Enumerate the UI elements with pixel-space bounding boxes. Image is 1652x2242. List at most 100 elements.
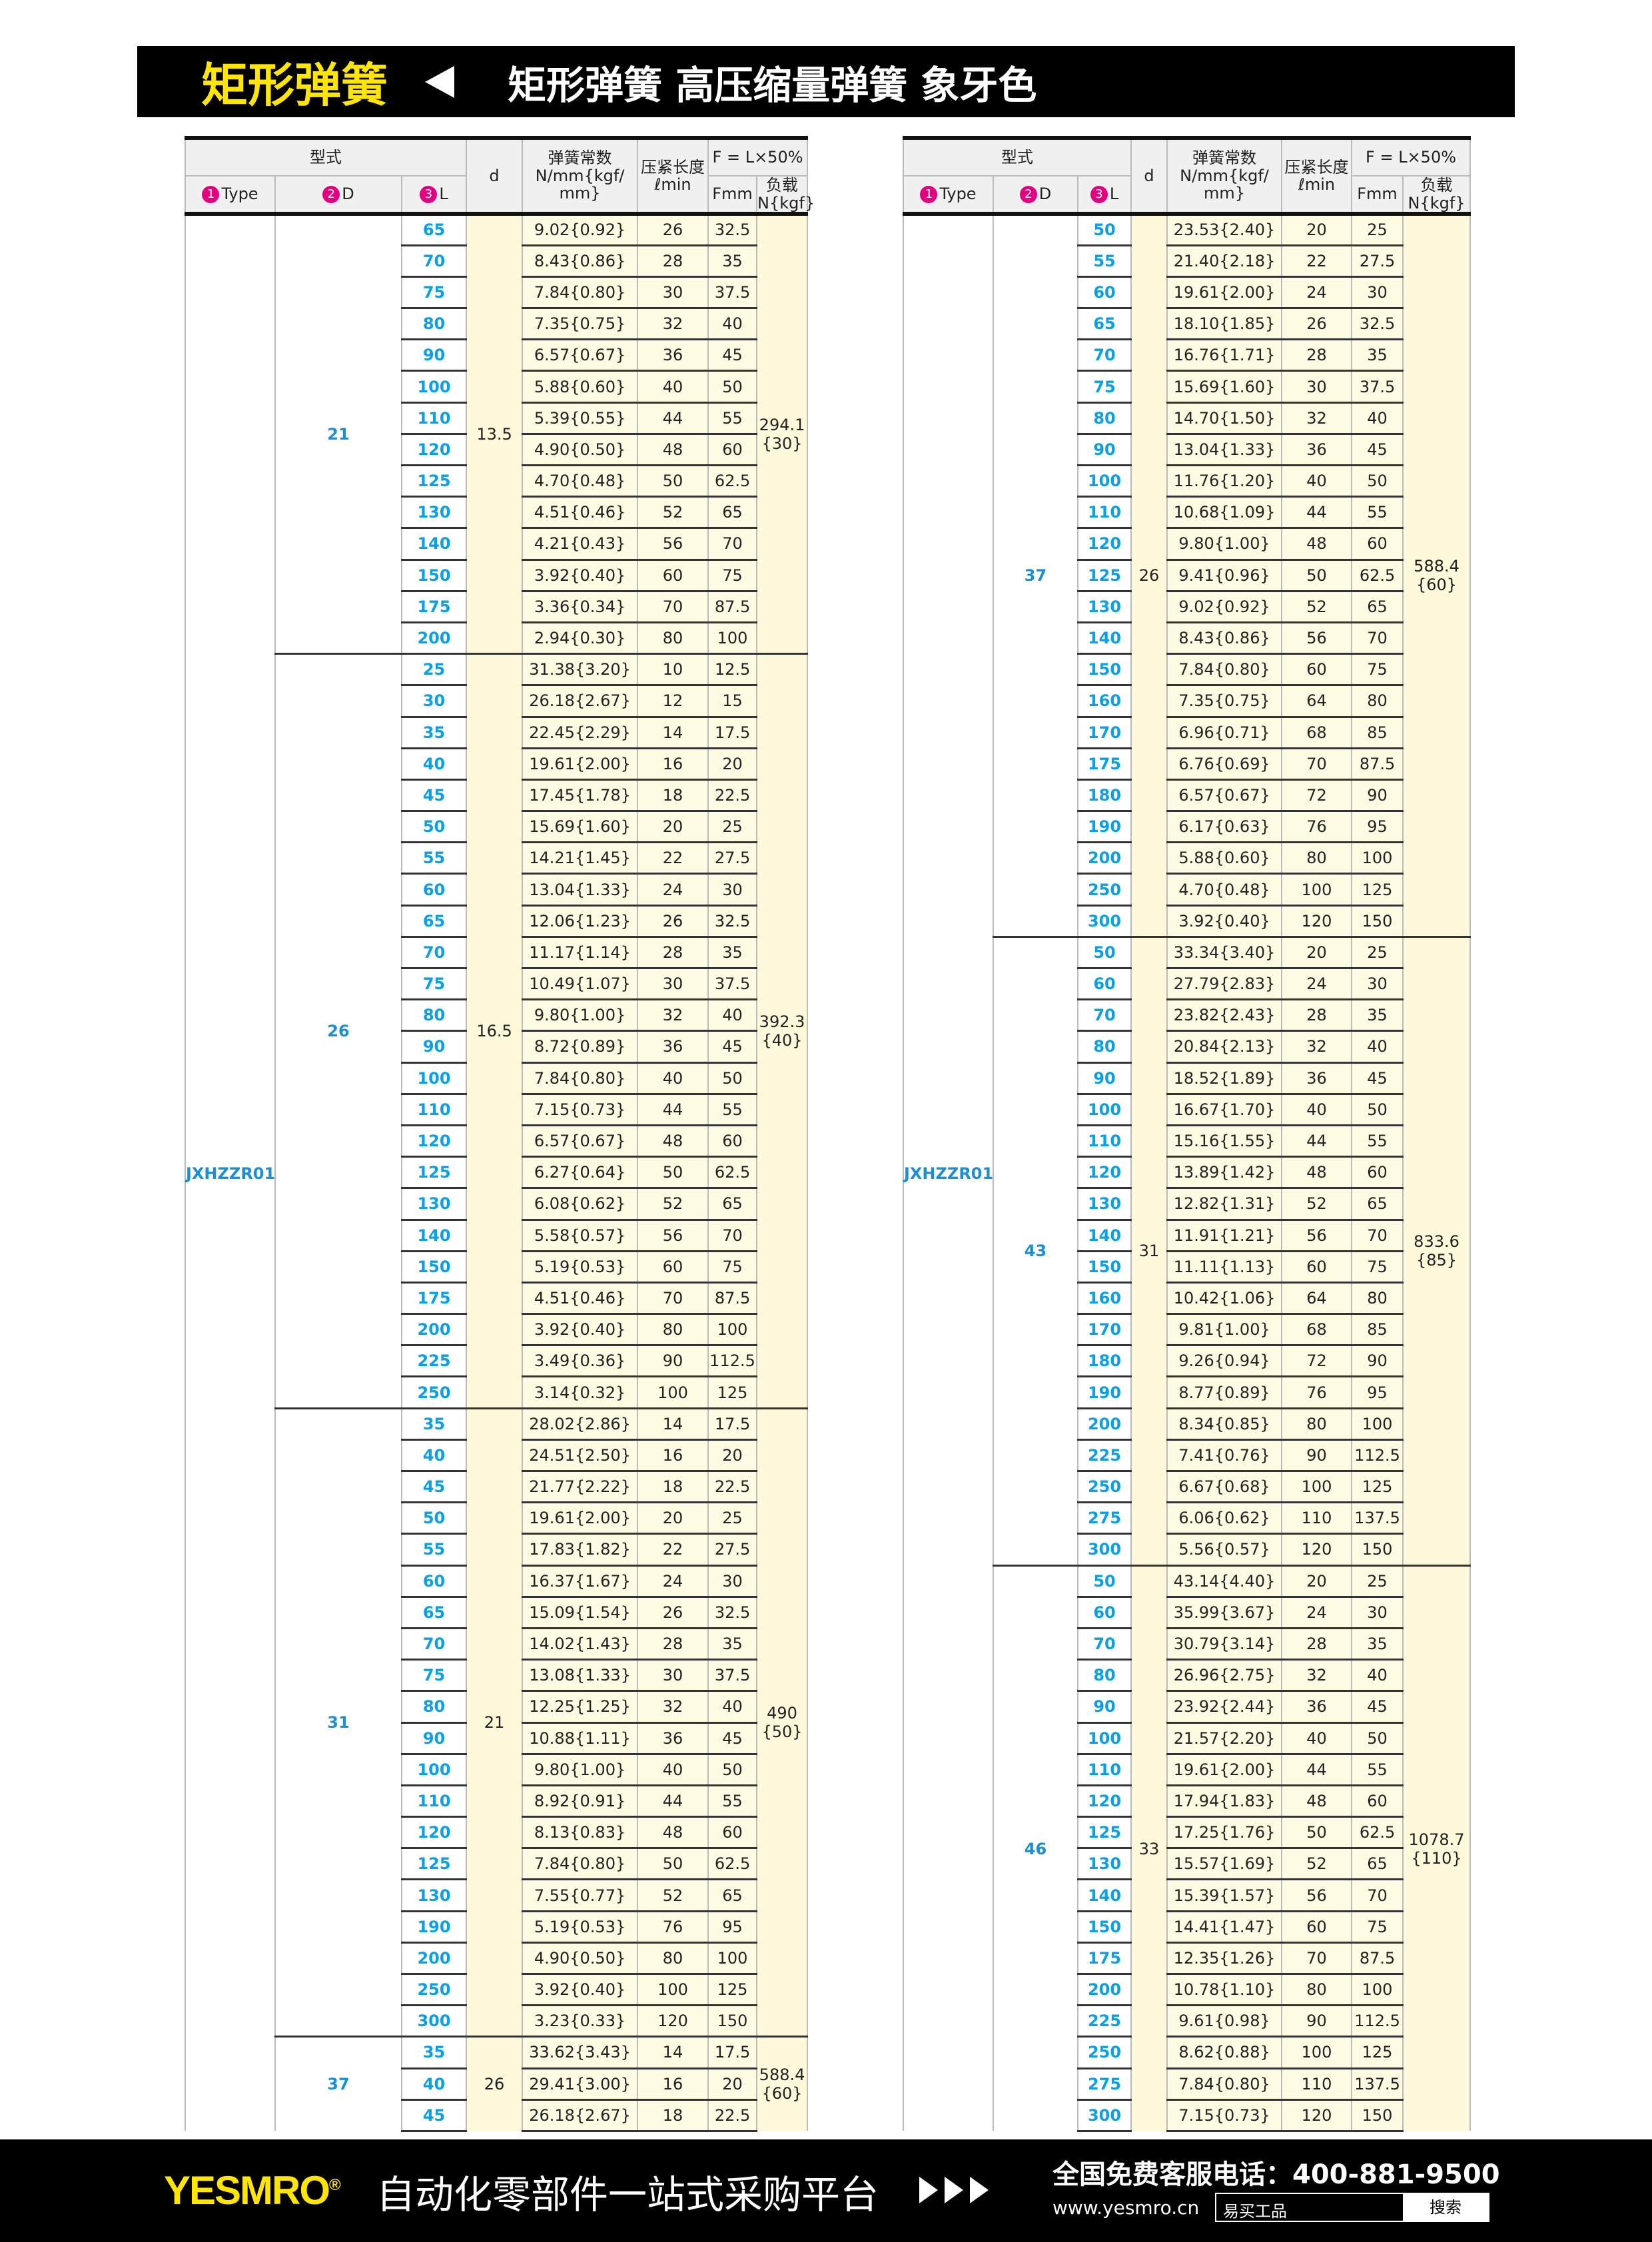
length-cell[interactable]: 125: [400, 1156, 468, 1190]
length-cell[interactable]: 120: [1076, 528, 1132, 561]
length-cell[interactable]: 110: [1076, 496, 1132, 530]
length-cell[interactable]: 80: [400, 999, 468, 1032]
length-cell[interactable]: 250: [1076, 873, 1132, 907]
length-cell[interactable]: 45: [400, 779, 468, 813]
length-cell[interactable]: 190: [1076, 811, 1132, 844]
length-cell[interactable]: 250: [400, 1376, 468, 1409]
length-cell[interactable]: 50: [1076, 936, 1132, 970]
length-cell[interactable]: 180: [1076, 1345, 1132, 1378]
length-cell[interactable]: 70: [400, 245, 468, 278]
length-cell[interactable]: 225: [1076, 2005, 1132, 2038]
length-cell[interactable]: 130: [1076, 1188, 1132, 1221]
length-cell[interactable]: 50: [400, 811, 468, 844]
length-cell[interactable]: 40: [400, 748, 468, 781]
length-cell[interactable]: 110: [400, 1785, 468, 1818]
length-cell[interactable]: 30: [400, 685, 468, 718]
length-cell[interactable]: 225: [400, 1345, 468, 1378]
length-cell[interactable]: 170: [1076, 717, 1132, 749]
length-cell[interactable]: 110: [400, 1094, 468, 1126]
length-cell[interactable]: 150: [1076, 1911, 1132, 1944]
length-cell[interactable]: 50: [1076, 1565, 1132, 1598]
length-cell[interactable]: 130: [1076, 1848, 1132, 1881]
length-cell[interactable]: 120: [400, 434, 468, 467]
length-cell[interactable]: 275: [1076, 1502, 1132, 1535]
length-cell[interactable]: 70: [400, 1628, 468, 1661]
length-cell[interactable]: 90: [400, 1030, 468, 1064]
length-cell[interactable]: 90: [1076, 434, 1132, 467]
length-cell[interactable]: 170: [1076, 1313, 1132, 1347]
length-cell[interactable]: 110: [1076, 1125, 1132, 1158]
length-cell[interactable]: 25: [400, 653, 468, 687]
length-cell[interactable]: 120: [1076, 1156, 1132, 1190]
length-cell[interactable]: 110: [1076, 1754, 1132, 1786]
length-cell[interactable]: 50: [400, 1502, 468, 1535]
length-cell[interactable]: 90: [1076, 1062, 1132, 1095]
length-cell[interactable]: 175: [400, 1282, 468, 1315]
length-cell[interactable]: 120: [400, 1125, 468, 1158]
length-cell[interactable]: 140: [1076, 1220, 1132, 1252]
length-cell[interactable]: 300: [400, 2005, 468, 2038]
length-cell[interactable]: 55: [400, 1533, 468, 1567]
length-cell[interactable]: 200: [1076, 1408, 1132, 1441]
length-cell[interactable]: 60: [1076, 968, 1132, 1001]
length-cell[interactable]: 130: [400, 1188, 468, 1221]
length-cell[interactable]: 80: [1076, 402, 1132, 435]
length-cell[interactable]: 100: [400, 1062, 468, 1095]
length-cell[interactable]: 175: [1076, 1942, 1132, 1976]
length-cell[interactable]: 200: [400, 1942, 468, 1976]
length-cell[interactable]: 75: [400, 276, 468, 310]
length-cell[interactable]: 120: [400, 1816, 468, 1850]
length-cell[interactable]: 90: [400, 339, 468, 372]
length-cell[interactable]: 100: [1076, 465, 1132, 498]
length-cell[interactable]: 190: [1076, 1376, 1132, 1409]
length-cell[interactable]: 150: [400, 1251, 468, 1284]
length-cell[interactable]: 120: [1076, 1785, 1132, 1818]
length-cell[interactable]: 65: [1076, 308, 1132, 341]
search-button[interactable]: 搜索: [1403, 2194, 1488, 2221]
length-cell[interactable]: 75: [400, 968, 468, 1001]
length-cell[interactable]: 35: [400, 1408, 468, 1441]
length-cell[interactable]: 65: [400, 1597, 468, 1629]
length-cell[interactable]: 70: [1076, 999, 1132, 1032]
length-cell[interactable]: 110: [400, 402, 468, 435]
length-cell[interactable]: 160: [1076, 685, 1132, 718]
length-cell[interactable]: 100: [400, 370, 468, 404]
length-cell[interactable]: 160: [1076, 1282, 1132, 1315]
length-cell[interactable]: 65: [400, 214, 468, 246]
length-cell[interactable]: 140: [400, 528, 468, 561]
length-cell[interactable]: 75: [1076, 370, 1132, 404]
length-cell[interactable]: 40: [400, 2068, 468, 2101]
length-cell[interactable]: 200: [400, 622, 468, 655]
length-cell[interactable]: 70: [1076, 339, 1132, 372]
length-cell[interactable]: 200: [1076, 1974, 1132, 2007]
length-cell[interactable]: 80: [1076, 1030, 1132, 1064]
length-cell[interactable]: 140: [400, 1220, 468, 1252]
length-cell[interactable]: 80: [400, 1690, 468, 1724]
length-cell[interactable]: 140: [1076, 622, 1132, 655]
length-cell[interactable]: 125: [1076, 1816, 1132, 1850]
length-cell[interactable]: 130: [400, 1879, 468, 1912]
yesmro-logo[interactable]: YESMRO®: [164, 2168, 341, 2213]
length-cell[interactable]: 70: [1076, 1628, 1132, 1661]
length-cell[interactable]: 150: [400, 560, 468, 592]
length-cell[interactable]: 300: [1076, 2099, 1132, 2132]
length-cell[interactable]: 50: [1076, 214, 1132, 246]
length-cell[interactable]: 100: [400, 1754, 468, 1786]
length-cell[interactable]: 125: [1076, 560, 1132, 592]
length-cell[interactable]: 175: [400, 591, 468, 623]
length-cell[interactable]: 100: [1076, 1094, 1132, 1126]
length-cell[interactable]: 150: [1076, 653, 1132, 687]
length-cell[interactable]: 180: [1076, 779, 1132, 813]
length-cell[interactable]: 250: [400, 1974, 468, 2007]
search-input[interactable]: 易买工品: [1216, 2194, 1403, 2221]
length-cell[interactable]: 75: [400, 1659, 468, 1692]
length-cell[interactable]: 190: [400, 1911, 468, 1944]
length-cell[interactable]: 250: [1076, 1471, 1132, 1504]
length-cell[interactable]: 35: [400, 717, 468, 749]
length-cell[interactable]: 200: [400, 1313, 468, 1347]
length-cell[interactable]: 250: [1076, 2036, 1132, 2069]
length-cell[interactable]: 130: [400, 496, 468, 530]
length-cell[interactable]: 45: [400, 1471, 468, 1504]
length-cell[interactable]: 80: [1076, 1659, 1132, 1692]
length-cell[interactable]: 300: [1076, 1533, 1132, 1567]
